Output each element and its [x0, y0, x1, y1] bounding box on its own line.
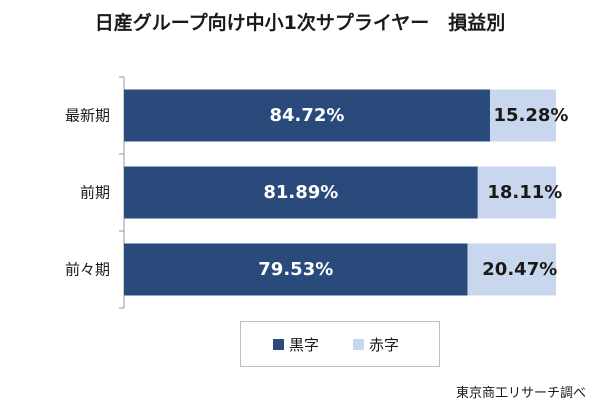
- legend-swatch-loss: [353, 338, 364, 350]
- legend-label-loss: 赤字: [369, 335, 400, 354]
- data-label-loss: 20.47%: [482, 259, 557, 280]
- data-label-loss: 18.11%: [487, 182, 562, 203]
- legend-label-profit: 黒字: [289, 335, 320, 354]
- source-note: 東京商工リサーチ調べ: [455, 386, 586, 401]
- bar-segment-profit: [124, 89, 490, 142]
- category-tick-label: 最新期: [65, 107, 110, 125]
- bar-segment-loss: [477, 166, 556, 219]
- legend-swatch-profit: [273, 338, 284, 350]
- bar-segment-loss: [489, 89, 556, 142]
- legend: 黒字 赤字: [240, 321, 440, 367]
- data-label-loss: 15.28%: [494, 105, 569, 126]
- chart-title: 日産グループ向け中小1次サプライヤー 損益別: [94, 12, 506, 34]
- category-tick-label: 前々期: [65, 261, 110, 279]
- legend-item-loss: 赤字: [353, 335, 400, 354]
- category-tick-label: 前期: [80, 184, 110, 202]
- legend-item-profit: 黒字: [273, 335, 320, 354]
- data-label-profit: 81.89%: [263, 182, 338, 203]
- data-label-profit: 84.72%: [270, 105, 345, 126]
- bar-segment-profit: [124, 243, 468, 296]
- data-label-profit: 79.53%: [258, 259, 333, 280]
- bar-segment-loss: [467, 243, 556, 296]
- bar-segment-profit: [124, 166, 478, 219]
